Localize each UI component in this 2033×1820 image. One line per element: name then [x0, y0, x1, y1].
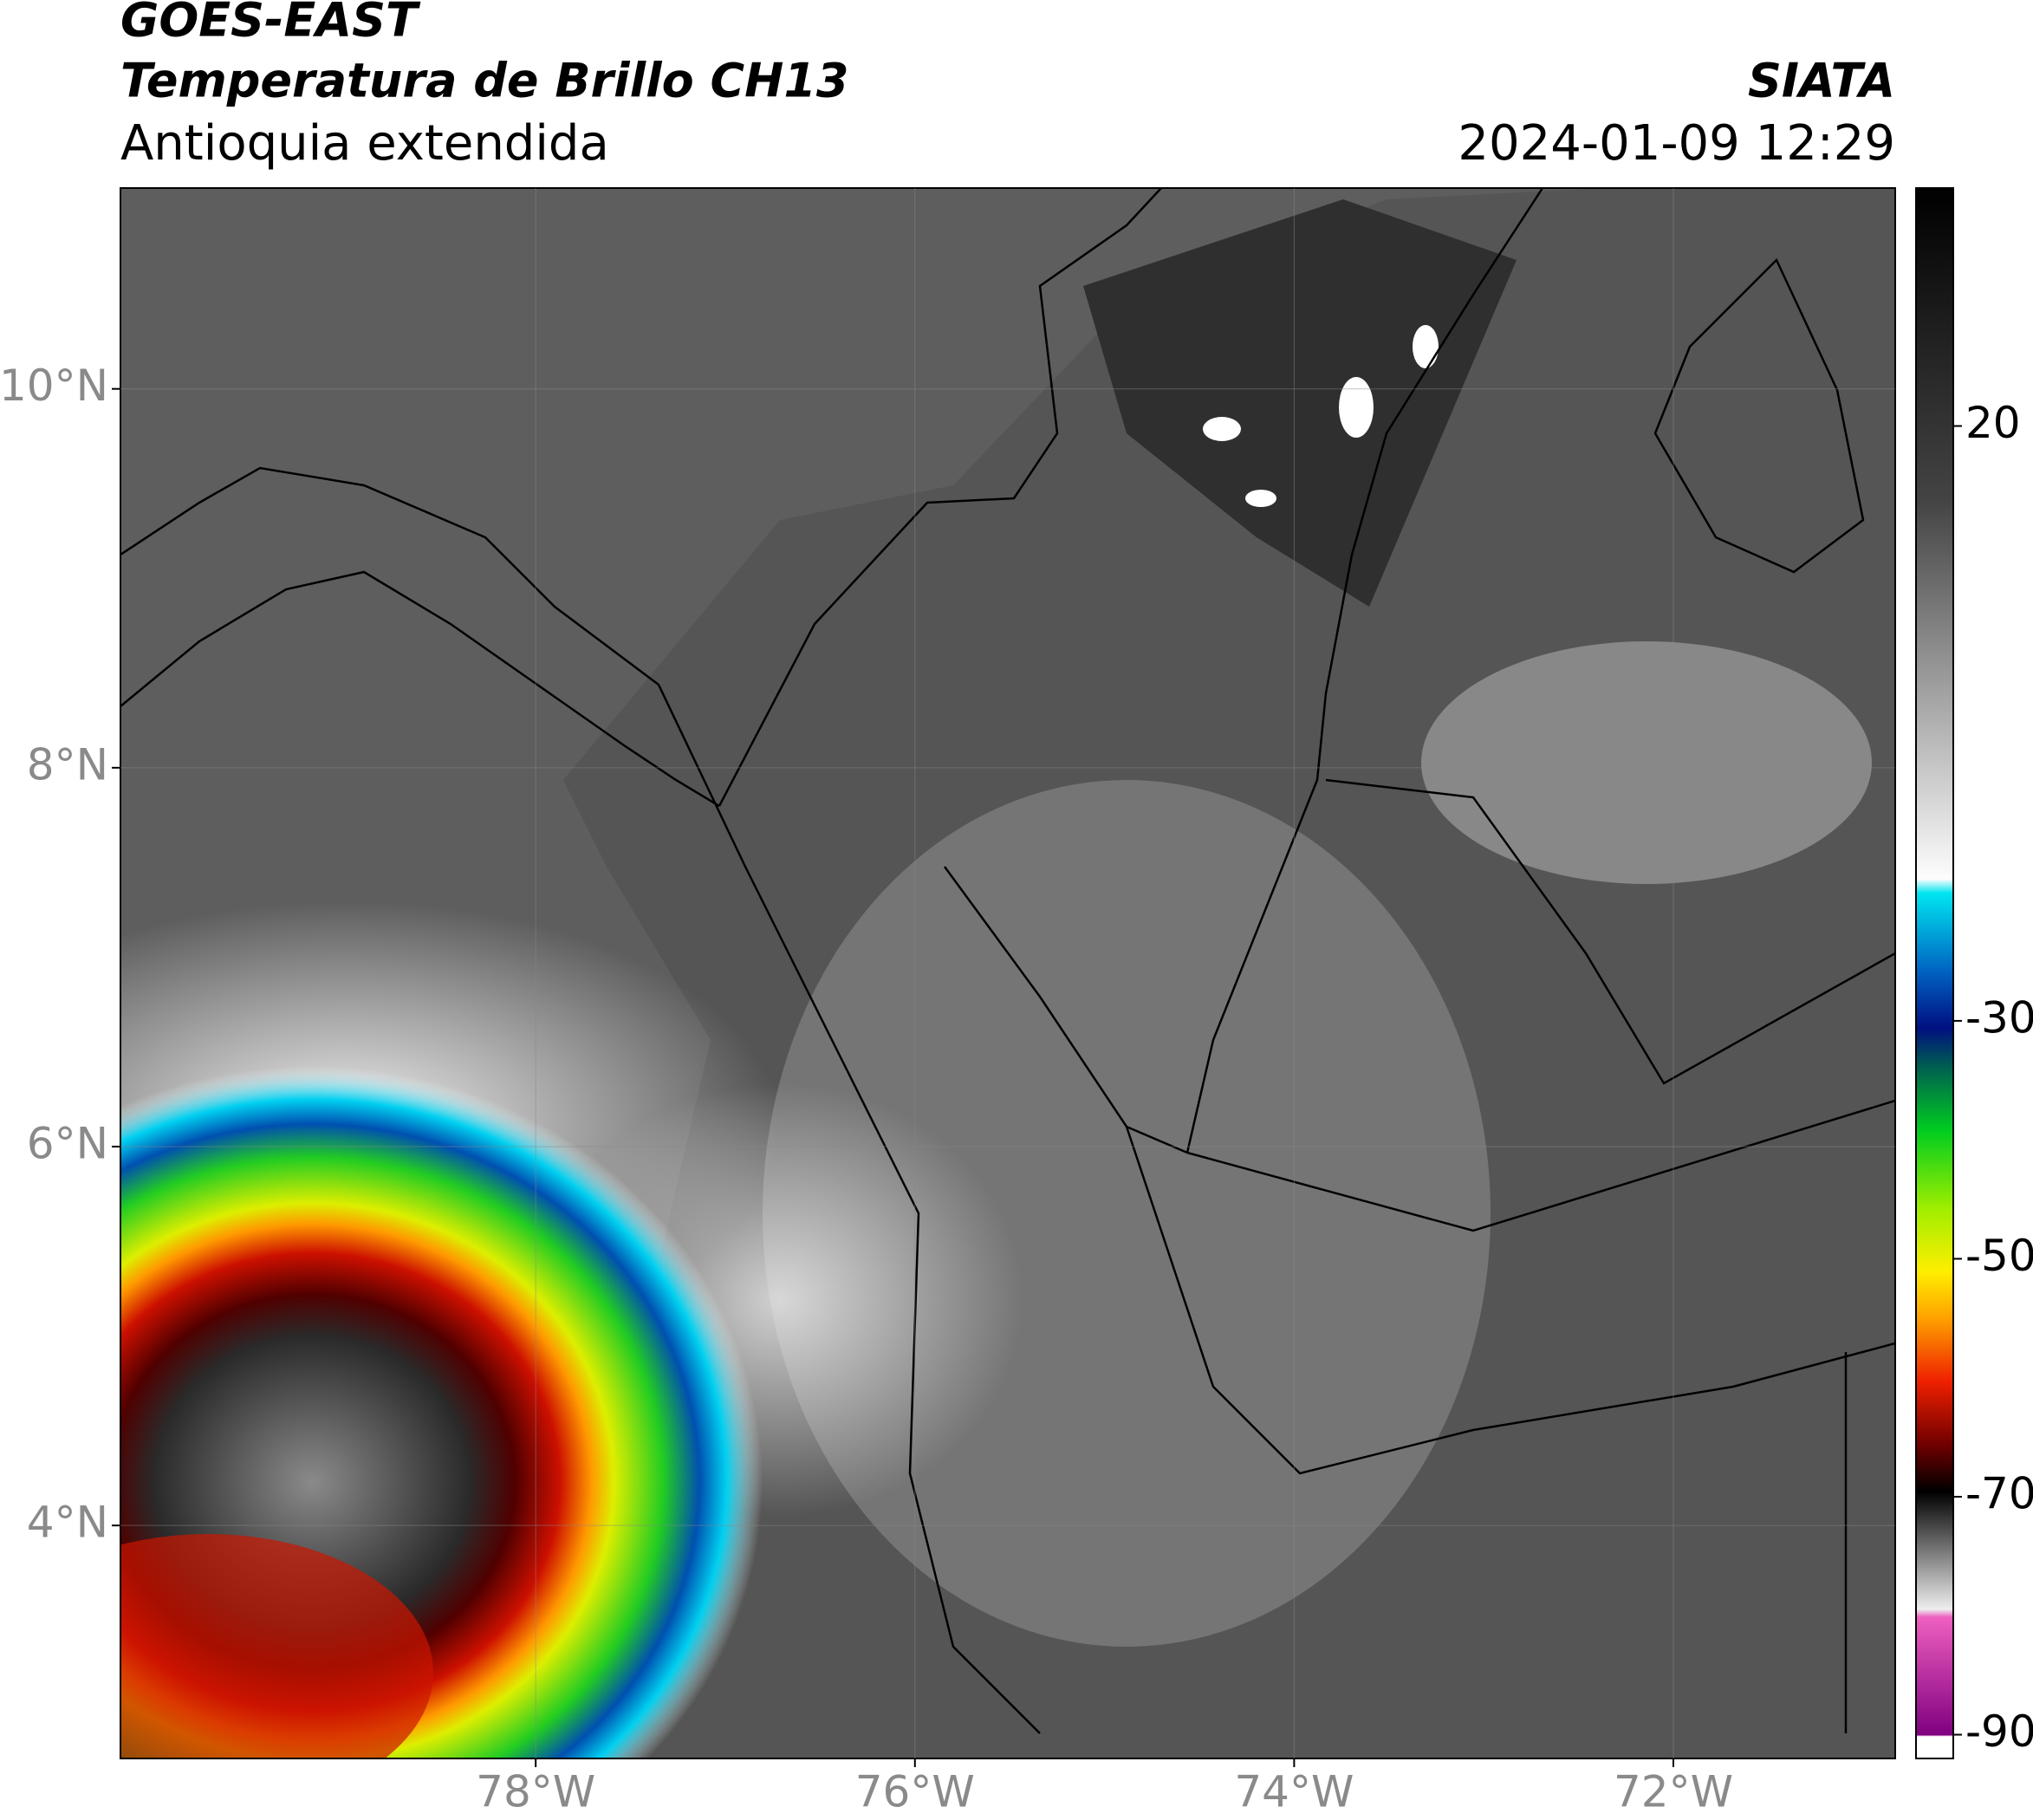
source-title: SIATA — [1748, 54, 1895, 108]
lon-tick-label: 72°W — [1614, 1767, 1733, 1817]
product-title: Temperatura de Brillo CH13 — [120, 54, 849, 108]
bright-region — [1421, 641, 1872, 884]
lon-tick-label: 74°W — [1234, 1767, 1354, 1817]
lon-tick-label: 76°W — [855, 1767, 975, 1817]
map-frame — [120, 187, 1896, 1759]
datetime: 2024-01-09 12:29 — [1458, 115, 1895, 172]
borders — [120, 188, 1895, 1734]
dark-region — [1083, 199, 1517, 607]
colorbar-tick-label: -50 — [1965, 1231, 2033, 1281]
colorbar-tick-label: -30 — [1965, 992, 2033, 1043]
map-image — [120, 188, 1895, 1758]
lat-tick-label: 8°N — [27, 739, 108, 790]
colorbar — [1915, 187, 1954, 1759]
lat-tick-label: 10°N — [0, 361, 108, 411]
colorbar-tick-label: -90 — [1965, 1706, 2033, 1757]
lat-tick-label: 4°N — [27, 1498, 108, 1548]
colorbar-tick-label: -70 — [1965, 1469, 2033, 1519]
storm-tail — [120, 1534, 433, 1758]
cold-tops — [1203, 325, 1439, 507]
colorbar-tick-label: 20 — [1965, 398, 2021, 448]
region-title: Antioquia extendida — [120, 115, 609, 172]
lon-tick-label: 78°W — [476, 1767, 595, 1817]
lat-tick-label: 6°N — [27, 1118, 108, 1168]
satellite-title: GOES-EAST — [120, 0, 421, 48]
